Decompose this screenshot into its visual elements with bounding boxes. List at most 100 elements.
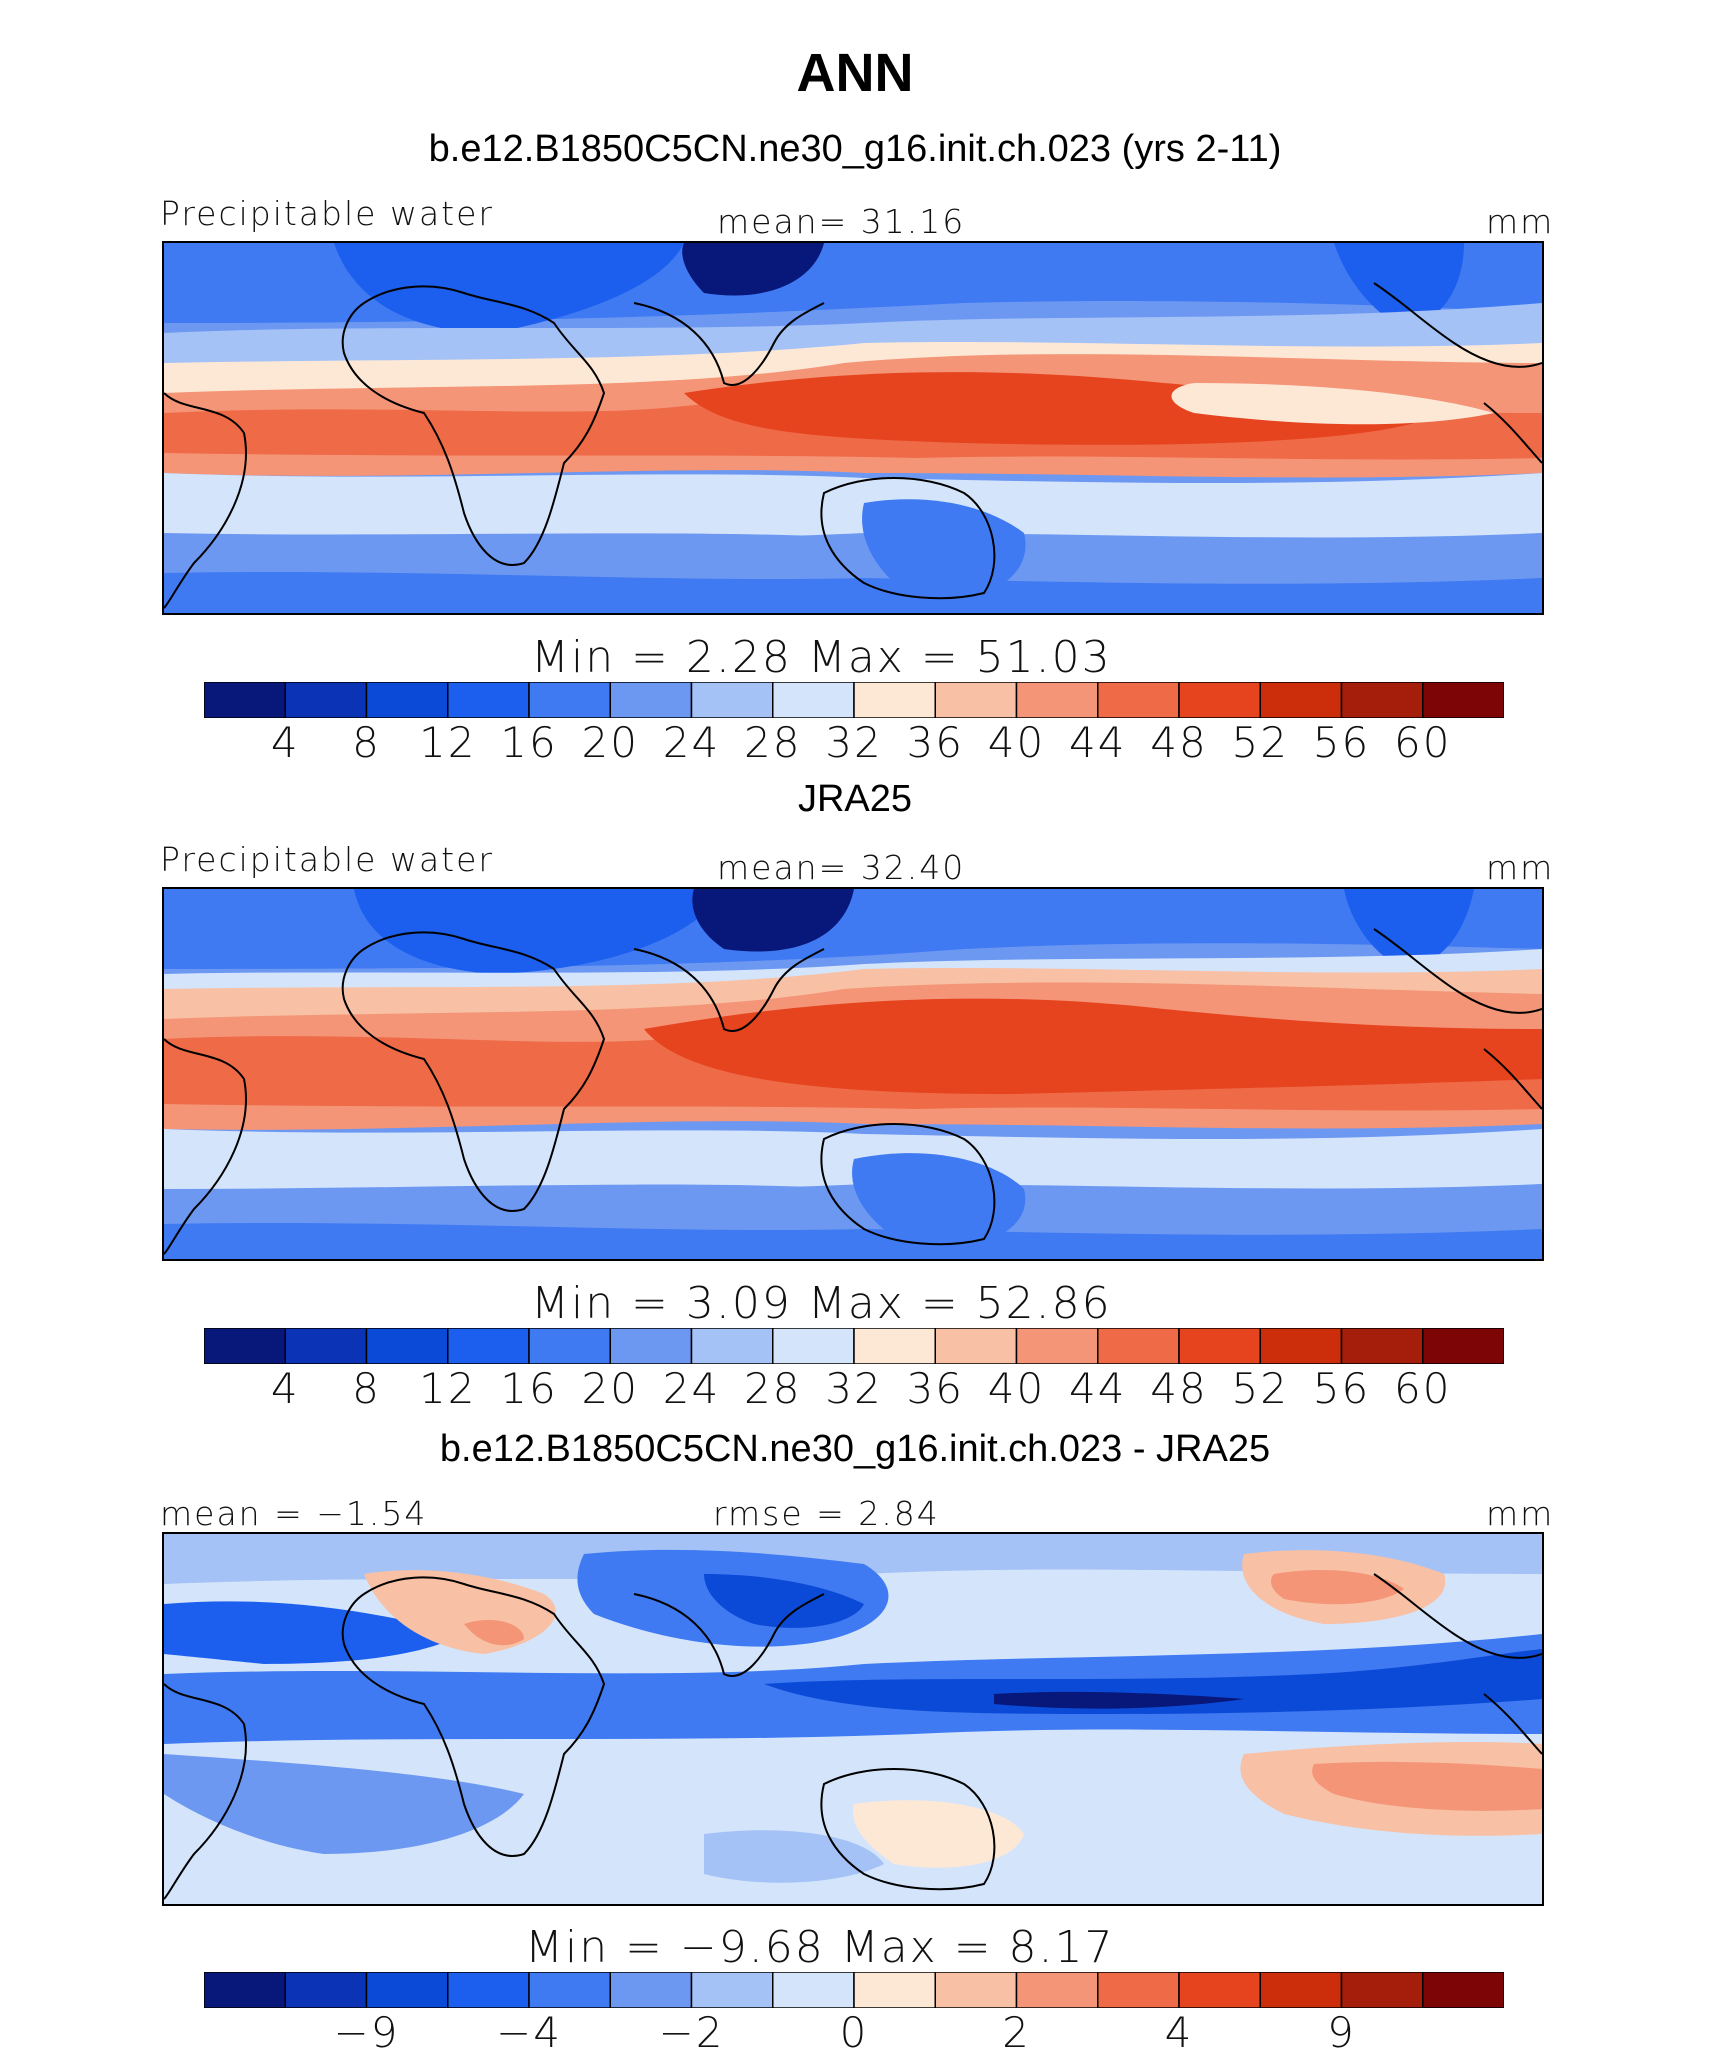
- panel-2-mean-label: mean= 32.40: [717, 848, 966, 887]
- contour-band: [334, 243, 684, 333]
- panel-1-min-max: Min = 2.28 Max = 51.03: [531, 632, 1112, 683]
- central-america-coast: [1373, 928, 1542, 1014]
- contour-band: [684, 372, 1414, 445]
- contour-band: [1334, 243, 1464, 325]
- colorbar-tick-label: 60: [1394, 718, 1452, 767]
- colorbar-tick-label: 44: [1069, 1364, 1127, 1413]
- colorbar-box: [934, 1972, 1018, 2008]
- coastlines: [164, 282, 1542, 609]
- panel-2-colorbar-svg: [204, 1328, 1504, 1364]
- contour-band: [1171, 383, 1494, 425]
- contour-band: [164, 571, 1542, 613]
- colorbar-box: [690, 1328, 774, 1364]
- panel-1-colorbar: [204, 682, 1504, 718]
- colorbar-box: [1178, 1328, 1261, 1364]
- figure-title: ANN: [796, 43, 914, 103]
- colorbar-box: [1259, 1328, 1343, 1364]
- contour-band: [764, 1649, 1542, 1714]
- colorbar-box: [1340, 682, 1424, 718]
- panel-2-units-label: mm: [1486, 848, 1555, 887]
- colorbar-tick-label: 32: [825, 718, 883, 767]
- panel-2-variable-label: Precipitable water: [160, 840, 494, 879]
- colorbar-tick-label: 40: [987, 1364, 1046, 1413]
- colorbar-box: [365, 682, 449, 718]
- colorbar-tick-label: 48: [1150, 1364, 1208, 1413]
- colorbar-tick-label: 56: [1312, 718, 1371, 767]
- colorbar-tick-label: 56: [1312, 1364, 1371, 1413]
- colorbar-box: [447, 1972, 530, 2008]
- colorbar-box: [204, 682, 286, 718]
- colorbar-tick-label: 20: [581, 1364, 639, 1413]
- colorbar-tick-label: 28: [744, 1364, 802, 1413]
- colorbar-box: [528, 1328, 611, 1364]
- contour-band: [164, 1601, 464, 1664]
- panel-2-map: [162, 887, 1544, 1261]
- contour-band: [1271, 1569, 1404, 1605]
- colorbar-box: [772, 1972, 855, 2008]
- colorbar-box: [1340, 1328, 1424, 1364]
- contour-band: [853, 1800, 1024, 1868]
- colorbar-box: [1422, 1328, 1504, 1364]
- coastlines: [164, 928, 1542, 1255]
- colorbar-tick-label: 4: [270, 1364, 300, 1413]
- contour-band: [682, 243, 824, 296]
- colorbar-tick-label: 4: [1164, 2008, 1194, 2057]
- colorbar-tick-label: 12: [419, 718, 477, 767]
- colorbar-box: [1097, 1328, 1180, 1364]
- contour-band: [164, 1222, 1542, 1259]
- panel-3-mean-label: mean = −1.54: [160, 1494, 428, 1533]
- panel-3-min-max: Min = −9.68 Max = 8.17: [525, 1922, 1115, 1973]
- colorbar-box: [447, 682, 530, 718]
- coastlines: [164, 1573, 1542, 1900]
- colorbar-tick-label: 24: [662, 1364, 721, 1413]
- colorbar-box: [1422, 682, 1504, 718]
- colorbar-box: [284, 1972, 368, 2008]
- africa-coast: [341, 931, 606, 1212]
- colorbar-box: [365, 1972, 449, 2008]
- panel-1-units-label: mm: [1486, 202, 1555, 241]
- south-america-west-coast: [1483, 1048, 1542, 1110]
- contour-band: [1344, 889, 1474, 966]
- colorbar-box: [772, 1328, 855, 1364]
- colorbar-tick-label: 12: [419, 1364, 477, 1413]
- colorbar-box: [853, 1328, 936, 1364]
- colorbar-box: [1259, 1972, 1343, 2008]
- asia-coast: [633, 302, 825, 386]
- colorbar-box: [284, 1328, 368, 1364]
- colorbar-box: [609, 1972, 693, 2008]
- colorbar-tick-label: 4: [270, 718, 300, 767]
- colorbar-tick-label: −9: [333, 2008, 400, 2057]
- colorbar-tick-label: 0: [839, 2008, 869, 2057]
- contour-band: [644, 998, 1542, 1094]
- colorbar-tick-label: 60: [1394, 1364, 1452, 1413]
- colorbar-tick-label: 48: [1150, 718, 1208, 767]
- colorbar-box: [284, 682, 368, 718]
- colorbar-box: [1015, 1328, 1099, 1364]
- panel-1-mean-label: mean= 31.16: [717, 202, 966, 241]
- colorbar-box: [853, 1972, 936, 2008]
- colorbar-tick-label: 2: [1002, 2008, 1031, 2057]
- africa-coast: [341, 285, 606, 566]
- contour-band: [692, 889, 854, 952]
- colorbar-box: [690, 1972, 774, 2008]
- australia-coast: [820, 1123, 996, 1246]
- contour-band: [704, 1574, 864, 1628]
- colorbar-tick-label: 8: [352, 718, 381, 767]
- panel-2-min-max: Min = 3.09 Max = 52.86: [531, 1278, 1112, 1329]
- contour-band: [1312, 1761, 1542, 1811]
- colorbar-tick-label: 20: [581, 718, 639, 767]
- south-america-coast: [164, 392, 247, 609]
- contour-band: [164, 1129, 1542, 1194]
- south-america-west-coast: [1483, 402, 1542, 464]
- asia-coast: [633, 948, 825, 1032]
- panel-2-title: JRA25: [797, 778, 913, 820]
- australia-coast: [820, 477, 996, 600]
- panel-3-colorbar: [204, 1972, 1504, 2008]
- colorbar-tick-label: 36: [906, 1364, 964, 1413]
- colorbar-box: [1015, 1972, 1099, 2008]
- contour-band: [164, 1534, 1542, 1584]
- colorbar-box: [1178, 1972, 1261, 2008]
- colorbar-box: [1259, 682, 1343, 718]
- colorbar-tick-label: 52: [1231, 718, 1289, 767]
- colorbar-tick-label: 40: [987, 718, 1046, 767]
